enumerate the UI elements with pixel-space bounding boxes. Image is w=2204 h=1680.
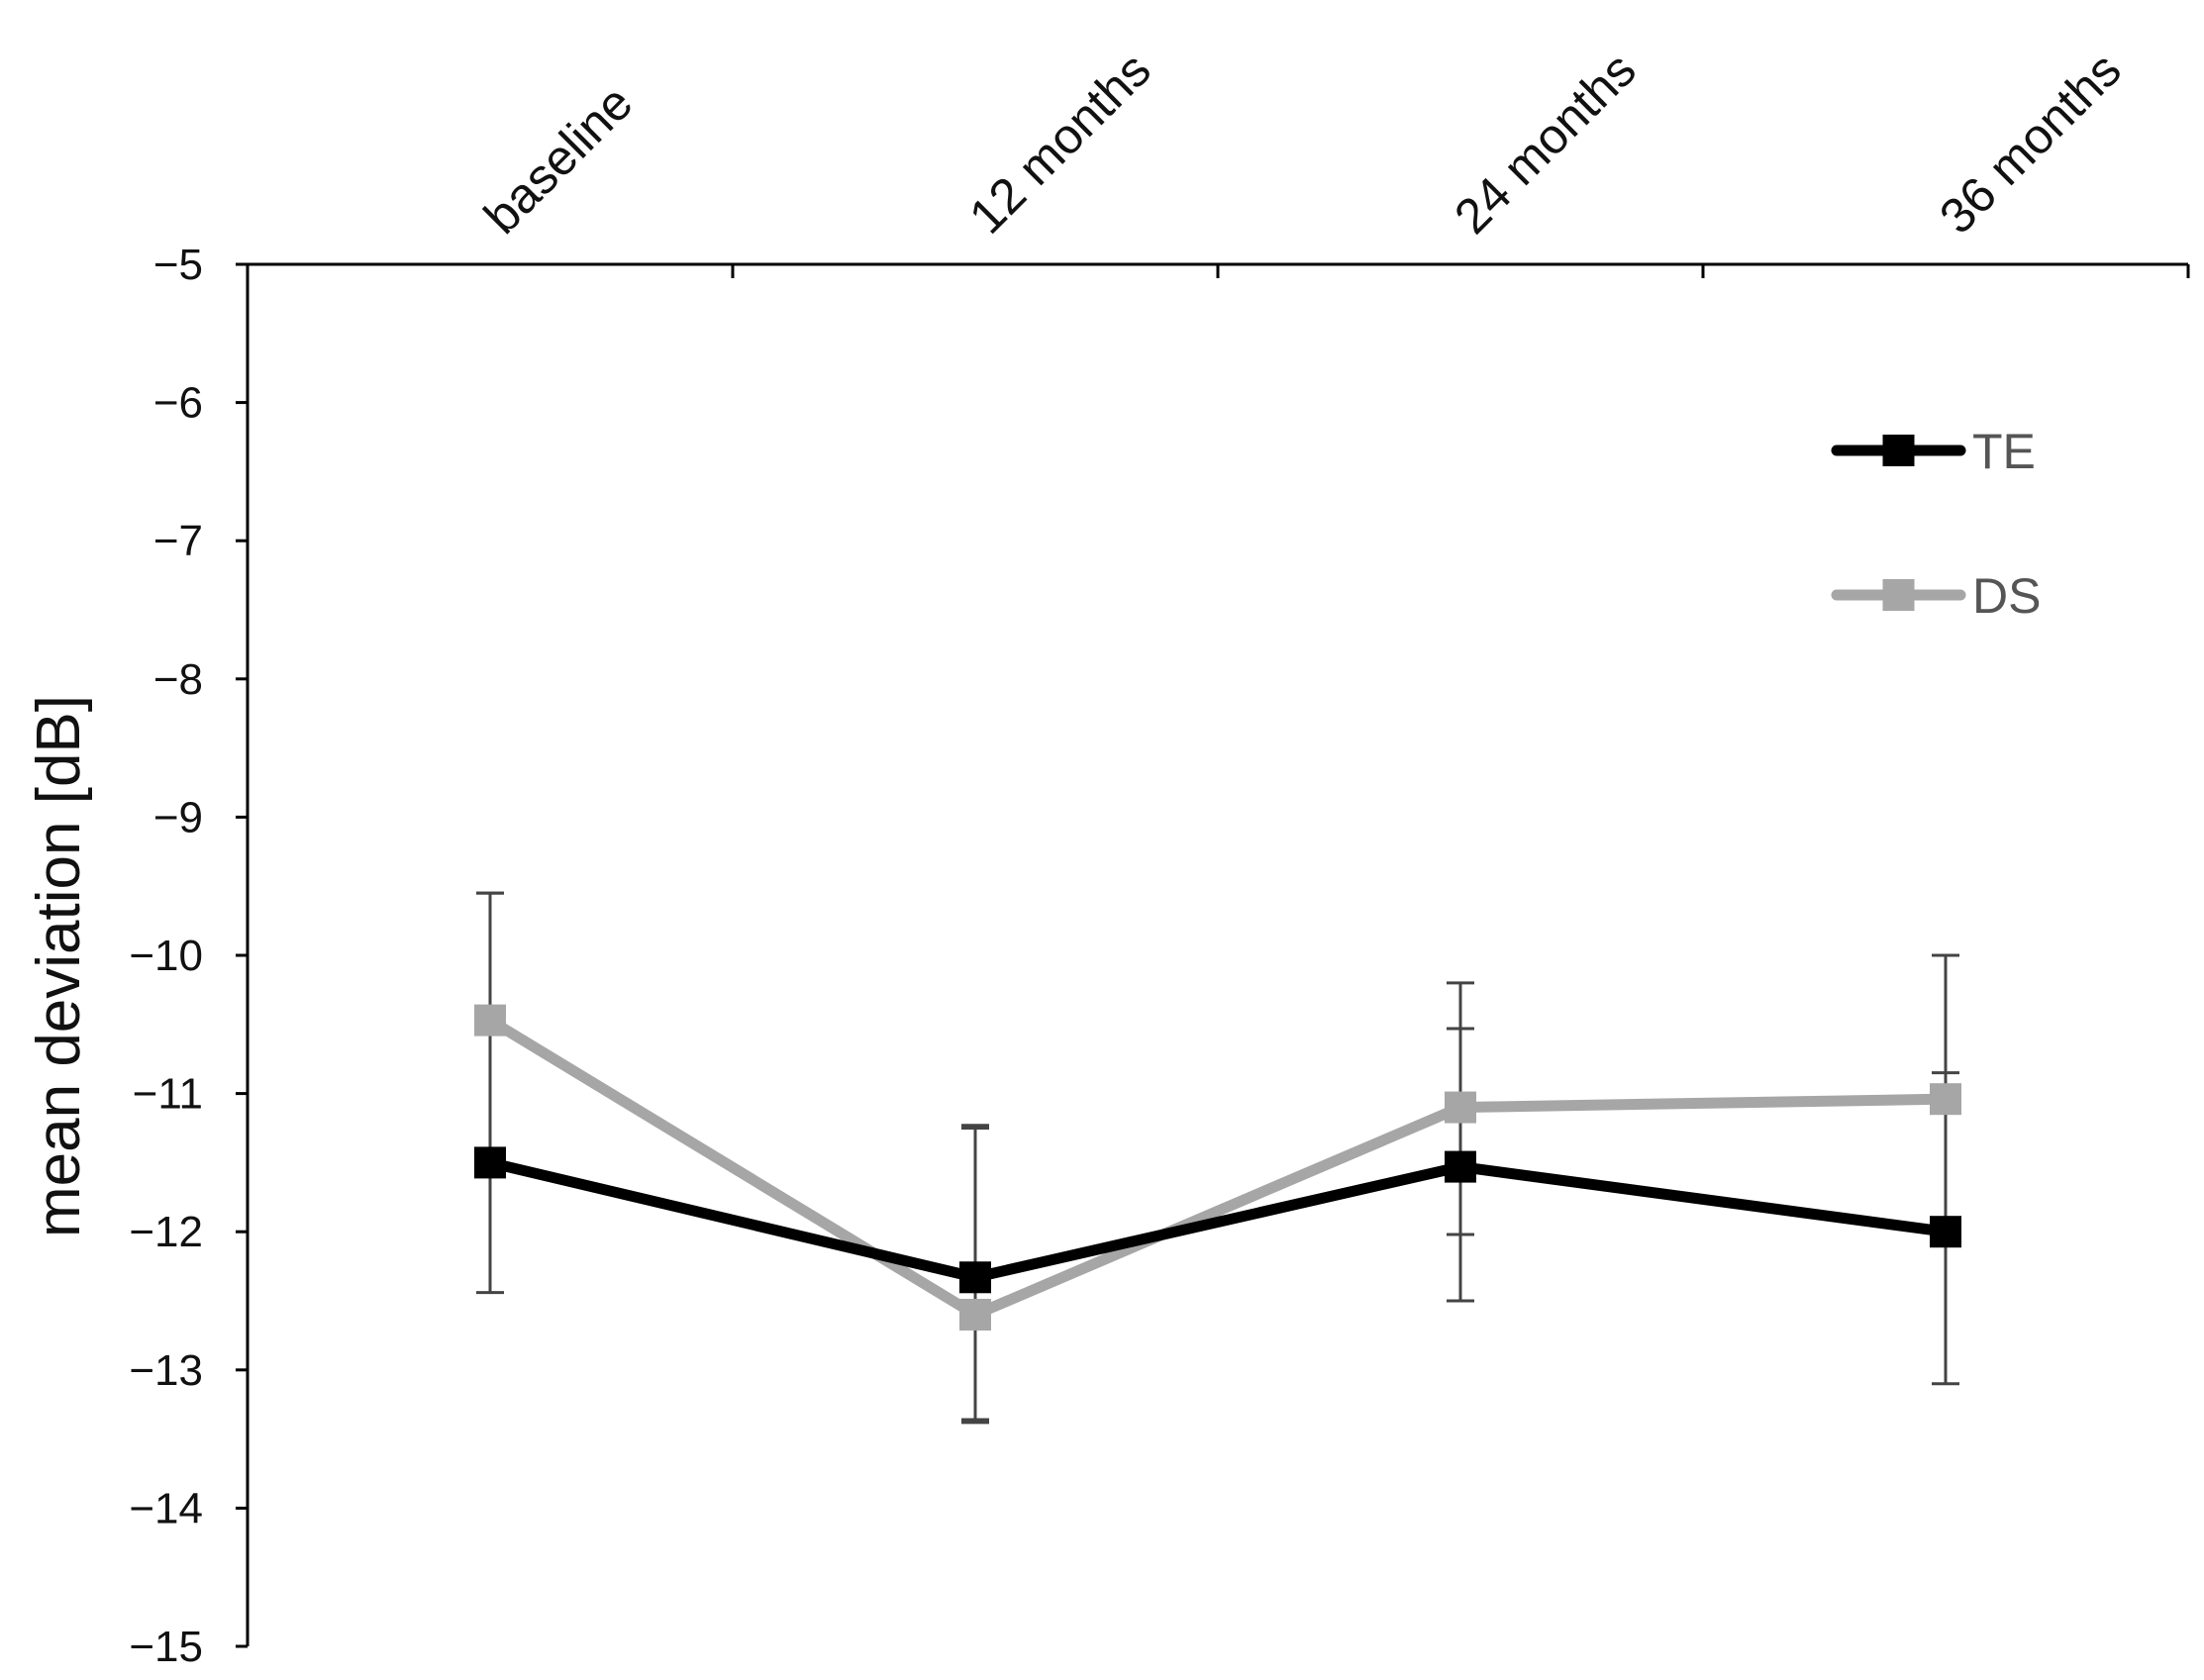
data-point-te: [474, 1146, 506, 1179]
data-point-te: [1930, 1216, 1961, 1248]
y-tick-label: −9: [153, 793, 203, 841]
axes: [246, 262, 2188, 1646]
legend: TE DS: [1831, 424, 2041, 624]
y-tick-label: −11: [133, 1070, 203, 1119]
series-markers: [474, 1004, 1961, 1331]
series-lines: [487, 1015, 1947, 1321]
y-tick-label: −13: [129, 1346, 203, 1395]
series-line-te: [488, 1157, 1947, 1283]
x-category-label: baseline: [473, 74, 643, 244]
y-tick-label: −8: [153, 655, 203, 704]
data-point-ds: [474, 1004, 506, 1037]
legend-label-te: TE: [1972, 424, 2036, 479]
x-category-label: 24 months: [1444, 42, 1647, 245]
legend-marker-ds: [1882, 579, 1915, 611]
data-point-te: [959, 1261, 991, 1294]
x-axis-ticks: baseline 12 months 24 months 36 months: [473, 42, 2190, 278]
data-point-te: [1445, 1150, 1476, 1183]
legend-label-ds: DS: [1972, 568, 2041, 624]
error-bars: [476, 891, 1959, 1425]
data-point-ds: [1930, 1083, 1961, 1116]
x-category-label: 12 months: [958, 42, 1161, 245]
data-point-ds: [1445, 1091, 1476, 1124]
data-point-ds: [959, 1298, 991, 1331]
y-tick-label: −15: [129, 1623, 203, 1671]
y-tick-label: −5: [153, 241, 203, 289]
y-tick-label: −6: [153, 379, 203, 428]
y-tick-label: −14: [129, 1484, 203, 1532]
y-tick-label: −10: [129, 932, 203, 980]
y-tick-label: −7: [153, 517, 203, 565]
y-tick-label: −12: [129, 1208, 203, 1256]
legend-marker-te: [1882, 435, 1915, 466]
x-category-label: 36 months: [1929, 42, 2132, 245]
y-axis-title: mean deviation [dB]: [25, 695, 93, 1237]
y-axis-ticks: −5 −6 −7 −8 −9 −10 −11 −12 −13 −14 −15: [129, 241, 248, 1671]
series-line-ds: [487, 1015, 1947, 1321]
